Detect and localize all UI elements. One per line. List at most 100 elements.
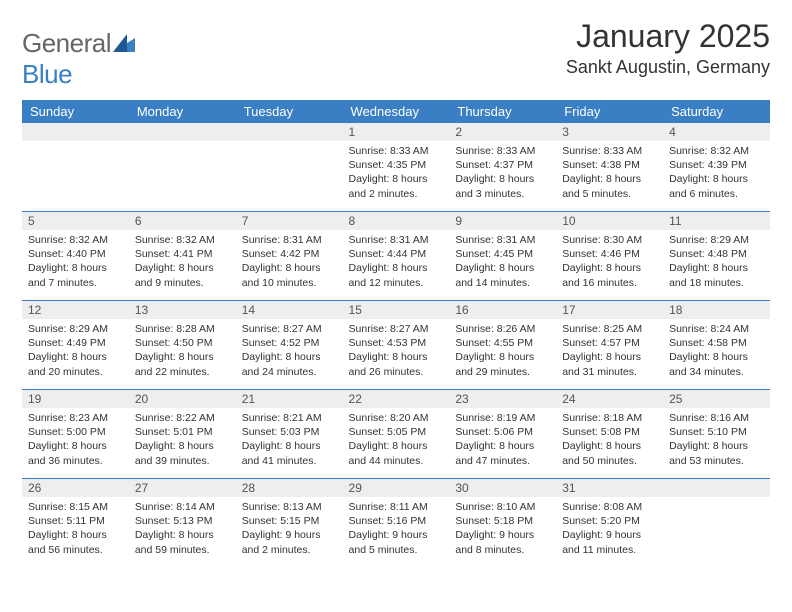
daylight-line: Daylight: 8 hours and 7 minutes. (28, 261, 123, 289)
day-info: Sunrise: 8:08 AMSunset: 5:20 PMDaylight:… (556, 497, 663, 557)
sunrise-line: Sunrise: 8:29 AM (669, 233, 764, 247)
sunset-line: Sunset: 5:08 PM (562, 425, 657, 439)
day-info: Sunrise: 8:11 AMSunset: 5:16 PMDaylight:… (343, 497, 450, 557)
sunset-line: Sunset: 4:53 PM (349, 336, 444, 350)
sunset-line: Sunset: 4:38 PM (562, 158, 657, 172)
day-header: Friday (556, 100, 663, 123)
day-number: 14 (236, 301, 343, 319)
sunset-line: Sunset: 4:40 PM (28, 247, 123, 261)
day-info: Sunrise: 8:31 AMSunset: 4:44 PMDaylight:… (343, 230, 450, 290)
day-number: 6 (129, 212, 236, 230)
daylight-line: Daylight: 8 hours and 59 minutes. (135, 528, 230, 556)
day-header: Tuesday (236, 100, 343, 123)
daylight-line: Daylight: 8 hours and 29 minutes. (455, 350, 550, 378)
day-cell: 30Sunrise: 8:10 AMSunset: 5:18 PMDayligh… (449, 479, 556, 568)
day-number-empty (236, 123, 343, 141)
sunset-line: Sunset: 4:55 PM (455, 336, 550, 350)
sunset-line: Sunset: 4:58 PM (669, 336, 764, 350)
day-info: Sunrise: 8:16 AMSunset: 5:10 PMDaylight:… (663, 408, 770, 468)
sunset-line: Sunset: 4:41 PM (135, 247, 230, 261)
logo-text: GeneralBlue (22, 28, 135, 90)
location: Sankt Augustin, Germany (566, 57, 770, 78)
sunrise-line: Sunrise: 8:32 AM (28, 233, 123, 247)
title-block: January 2025 Sankt Augustin, Germany (566, 18, 770, 78)
sunrise-line: Sunrise: 8:23 AM (28, 411, 123, 425)
day-cell: 10Sunrise: 8:30 AMSunset: 4:46 PMDayligh… (556, 212, 663, 301)
sunset-line: Sunset: 5:20 PM (562, 514, 657, 528)
sunrise-line: Sunrise: 8:27 AM (349, 322, 444, 336)
day-info: Sunrise: 8:15 AMSunset: 5:11 PMDaylight:… (22, 497, 129, 557)
day-info: Sunrise: 8:29 AMSunset: 4:49 PMDaylight:… (22, 319, 129, 379)
sunset-line: Sunset: 5:05 PM (349, 425, 444, 439)
day-number: 13 (129, 301, 236, 319)
day-number: 4 (663, 123, 770, 141)
sunset-line: Sunset: 5:10 PM (669, 425, 764, 439)
day-number: 9 (449, 212, 556, 230)
sunset-line: Sunset: 5:03 PM (242, 425, 337, 439)
sunrise-line: Sunrise: 8:31 AM (349, 233, 444, 247)
logo-mark-icon (113, 28, 135, 59)
sunrise-line: Sunrise: 8:27 AM (242, 322, 337, 336)
day-info: Sunrise: 8:20 AMSunset: 5:05 PMDaylight:… (343, 408, 450, 468)
day-info: Sunrise: 8:24 AMSunset: 4:58 PMDaylight:… (663, 319, 770, 379)
sunrise-line: Sunrise: 8:33 AM (349, 144, 444, 158)
daylight-line: Daylight: 8 hours and 10 minutes. (242, 261, 337, 289)
sunset-line: Sunset: 5:13 PM (135, 514, 230, 528)
day-info: Sunrise: 8:28 AMSunset: 4:50 PMDaylight:… (129, 319, 236, 379)
day-cell: 3Sunrise: 8:33 AMSunset: 4:38 PMDaylight… (556, 123, 663, 212)
day-cell (236, 123, 343, 212)
day-cell: 7Sunrise: 8:31 AMSunset: 4:42 PMDaylight… (236, 212, 343, 301)
day-header: Sunday (22, 100, 129, 123)
calendar-body: 1Sunrise: 8:33 AMSunset: 4:35 PMDaylight… (22, 123, 770, 567)
day-cell: 8Sunrise: 8:31 AMSunset: 4:44 PMDaylight… (343, 212, 450, 301)
day-number: 29 (343, 479, 450, 497)
day-cell: 11Sunrise: 8:29 AMSunset: 4:48 PMDayligh… (663, 212, 770, 301)
day-info: Sunrise: 8:18 AMSunset: 5:08 PMDaylight:… (556, 408, 663, 468)
sunrise-line: Sunrise: 8:24 AM (669, 322, 764, 336)
daylight-line: Daylight: 8 hours and 44 minutes. (349, 439, 444, 467)
sunrise-line: Sunrise: 8:29 AM (28, 322, 123, 336)
daylight-line: Daylight: 8 hours and 53 minutes. (669, 439, 764, 467)
daylight-line: Daylight: 8 hours and 24 minutes. (242, 350, 337, 378)
day-info: Sunrise: 8:33 AMSunset: 4:35 PMDaylight:… (343, 141, 450, 201)
sunrise-line: Sunrise: 8:33 AM (455, 144, 550, 158)
day-number: 17 (556, 301, 663, 319)
sunrise-line: Sunrise: 8:21 AM (242, 411, 337, 425)
daylight-line: Daylight: 9 hours and 11 minutes. (562, 528, 657, 556)
day-info: Sunrise: 8:31 AMSunset: 4:42 PMDaylight:… (236, 230, 343, 290)
sunrise-line: Sunrise: 8:22 AM (135, 411, 230, 425)
daylight-line: Daylight: 8 hours and 34 minutes. (669, 350, 764, 378)
day-info: Sunrise: 8:30 AMSunset: 4:46 PMDaylight:… (556, 230, 663, 290)
sunrise-line: Sunrise: 8:14 AM (135, 500, 230, 514)
day-cell: 12Sunrise: 8:29 AMSunset: 4:49 PMDayligh… (22, 301, 129, 390)
day-info: Sunrise: 8:26 AMSunset: 4:55 PMDaylight:… (449, 319, 556, 379)
day-number: 21 (236, 390, 343, 408)
day-cell: 31Sunrise: 8:08 AMSunset: 5:20 PMDayligh… (556, 479, 663, 568)
logo-text-b: Blue (22, 59, 72, 89)
sunrise-line: Sunrise: 8:33 AM (562, 144, 657, 158)
day-info: Sunrise: 8:27 AMSunset: 4:52 PMDaylight:… (236, 319, 343, 379)
day-cell: 19Sunrise: 8:23 AMSunset: 5:00 PMDayligh… (22, 390, 129, 479)
sunset-line: Sunset: 5:15 PM (242, 514, 337, 528)
day-cell: 13Sunrise: 8:28 AMSunset: 4:50 PMDayligh… (129, 301, 236, 390)
sunset-line: Sunset: 4:44 PM (349, 247, 444, 261)
day-number: 3 (556, 123, 663, 141)
day-info: Sunrise: 8:13 AMSunset: 5:15 PMDaylight:… (236, 497, 343, 557)
daylight-line: Daylight: 8 hours and 20 minutes. (28, 350, 123, 378)
day-cell: 22Sunrise: 8:20 AMSunset: 5:05 PMDayligh… (343, 390, 450, 479)
week-row: 19Sunrise: 8:23 AMSunset: 5:00 PMDayligh… (22, 390, 770, 479)
day-info: Sunrise: 8:27 AMSunset: 4:53 PMDaylight:… (343, 319, 450, 379)
week-row: 26Sunrise: 8:15 AMSunset: 5:11 PMDayligh… (22, 479, 770, 568)
day-cell (22, 123, 129, 212)
day-cell (129, 123, 236, 212)
day-number: 31 (556, 479, 663, 497)
logo: GeneralBlue (22, 18, 135, 90)
calendar-head: SundayMondayTuesdayWednesdayThursdayFrid… (22, 100, 770, 123)
sunrise-line: Sunrise: 8:19 AM (455, 411, 550, 425)
sunrise-line: Sunrise: 8:16 AM (669, 411, 764, 425)
sunrise-line: Sunrise: 8:28 AM (135, 322, 230, 336)
day-number: 30 (449, 479, 556, 497)
day-number: 1 (343, 123, 450, 141)
sunrise-line: Sunrise: 8:32 AM (135, 233, 230, 247)
day-cell: 29Sunrise: 8:11 AMSunset: 5:16 PMDayligh… (343, 479, 450, 568)
